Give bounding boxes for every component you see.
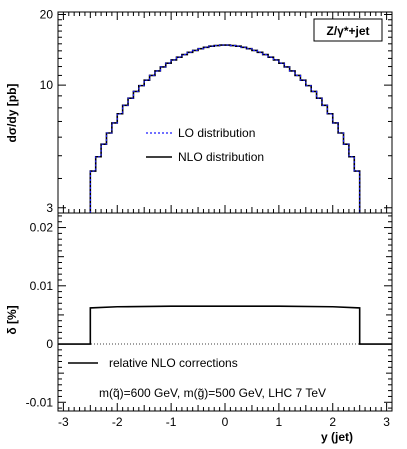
- process-badge: Z/γ*+jet: [326, 24, 369, 38]
- bottom-y-tick-label: 0: [46, 337, 53, 351]
- x-tick-label: -2: [112, 415, 123, 429]
- bottom-y-axis: -0.01 0 0.01 0.02: [26, 215, 392, 409]
- top-y-tick-label: 3: [46, 201, 53, 215]
- relative-nlo-corrections-line: [58, 305, 392, 345]
- top-panel: 3 10 20 Z/γ*+jet LO distribution NLO distr…: [5, 8, 393, 215]
- mass-annotation: m(q̃)=600 GeV, m(g̃)=500 GeV, LHC 7 TeV: [99, 386, 326, 400]
- top-y-tick-label: 10: [40, 78, 54, 92]
- top-x-axis-ticks: [62, 12, 388, 213]
- bottom-y-axis-title: δ [%]: [5, 305, 19, 334]
- top-y-axis-title: dσ/dy [pb]: [5, 84, 19, 143]
- x-tick-label: 0: [222, 415, 229, 429]
- top-y-tick-label: 20: [40, 8, 54, 22]
- top-plot-frame: [57, 11, 393, 214]
- bottom-legend: relative NLO corrections: [68, 356, 238, 370]
- process-badge-box: [313, 18, 383, 42]
- bottom-y-tick-label: 0.02: [30, 221, 54, 235]
- x-tick-label: -1: [166, 415, 177, 429]
- bottom-y-tick-label: 0.01: [30, 279, 54, 293]
- nlo-distribution-line: [89, 44, 361, 213]
- bottom-y-tick-label: -0.01: [26, 395, 54, 409]
- bottom-x-axis: -3 -2 -1 0 1 2 3: [58, 403, 390, 429]
- bottom-series-group: [58, 305, 392, 345]
- legend-nlo-label: NLO distribution: [178, 150, 264, 164]
- bottom-plot-frame: [57, 212, 393, 412]
- legend-correction-label: relative NLO corrections: [109, 356, 238, 370]
- top-series-group: [89, 44, 361, 213]
- x-tick-label: 2: [329, 415, 336, 429]
- bottom-panel: -0.01 0 0.01 0.02 -3 -2 -1 0 1 2 3 relative NLO c…: [5, 212, 393, 444]
- x-axis-title: y (jet): [321, 430, 353, 444]
- top-y-axis: 3 10 20: [40, 8, 392, 215]
- x-tick-label: 3: [383, 415, 390, 429]
- x-tick-label: 1: [276, 415, 283, 429]
- legend-lo-label: LO distribution: [178, 126, 255, 140]
- top-legend: LO distribution NLO distribution: [146, 126, 264, 164]
- x-tick-label: -3: [58, 415, 69, 429]
